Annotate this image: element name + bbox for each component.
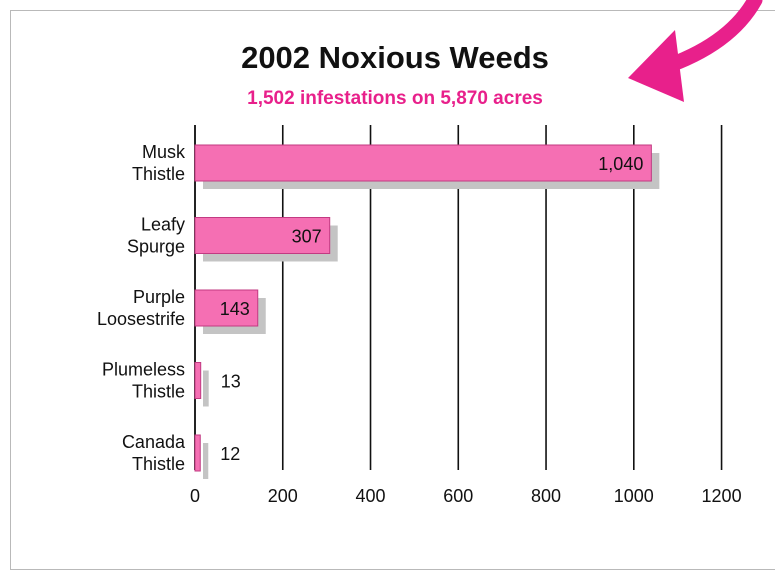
value-label: 307 (292, 227, 322, 247)
value-label: 1,040 (598, 154, 643, 174)
x-tick-label: 600 (443, 486, 473, 506)
x-tick-label: 1200 (702, 486, 742, 506)
category-label: Purple (133, 287, 185, 307)
category-label: Plumeless (102, 360, 185, 380)
category-label: Thistle (132, 164, 185, 184)
value-label: 143 (220, 299, 250, 319)
x-tick-label: 0 (190, 486, 200, 506)
bar (194, 434, 201, 472)
chart-frame (10, 10, 775, 570)
bar (194, 144, 652, 182)
category-label: Thistle (132, 382, 185, 402)
x-tick-label: 1000 (614, 486, 654, 506)
chart-subtitle: 1,502 infestations on 5,870 acres (247, 88, 543, 109)
category-label: Spurge (127, 237, 185, 257)
bar-shadow (203, 443, 209, 479)
bar (194, 217, 331, 254)
x-tick-label: 200 (268, 486, 298, 506)
category-label: Leafy (141, 215, 185, 235)
category-label: Thistle (132, 454, 185, 474)
chart-title: 2002 Noxious Weeds (241, 40, 549, 75)
bar (194, 289, 259, 327)
category-label: Canada (122, 432, 186, 452)
bar (194, 362, 202, 399)
value-label: 13 (221, 372, 241, 392)
category-label: Loosestrife (97, 309, 185, 329)
bar-shadow (203, 370, 209, 407)
x-tick-label: 800 (531, 486, 561, 506)
x-tick-label: 400 (355, 486, 385, 506)
category-label: Musk (142, 142, 186, 162)
pointing-arrow-icon (628, 0, 763, 102)
value-label: 12 (220, 444, 240, 464)
